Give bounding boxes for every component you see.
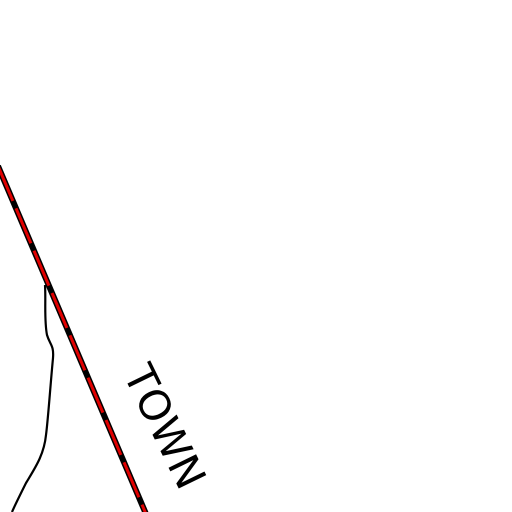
- boundary-line: [10, 284, 55, 512]
- railway-dashes: [0, 166, 147, 512]
